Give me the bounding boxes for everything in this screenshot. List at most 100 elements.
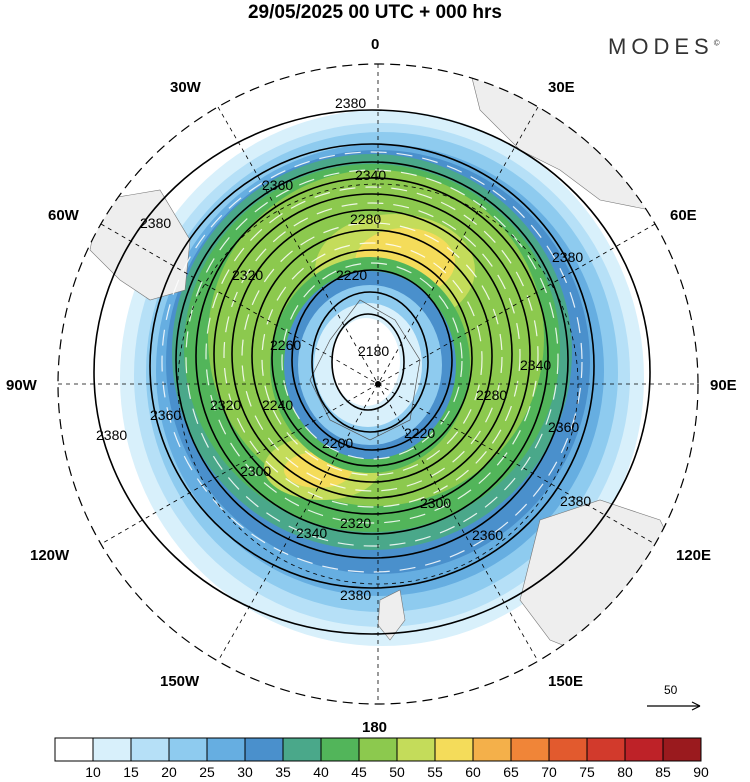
contour-label-group: 2380 2340 2280 2180 2200 2220 2300 2300 …: [96, 95, 591, 603]
meridian-30w-150e: [217, 106, 539, 662]
meridian-60w-120e: [100, 223, 656, 545]
contour-label-2280-b: 2280: [476, 387, 507, 403]
contour-label-2380-e: 2380: [560, 493, 591, 509]
brand-mark: ©: [713, 38, 720, 48]
lon-label-30w: 30W: [170, 79, 202, 96]
colorbar-swatch: [434, 737, 474, 762]
lon-label-30e: 30E: [548, 79, 575, 96]
contour-label-2320: 2320: [340, 515, 371, 531]
colorbar-swatch: [548, 737, 588, 762]
contour-label-2180: 2180: [358, 343, 389, 359]
contour-2360: [149, 143, 595, 589]
colorbar-tick-label: 30: [237, 764, 253, 780]
contour-label-2360-c: 2360: [262, 177, 293, 193]
colorbar-tick-label: 85: [655, 764, 671, 780]
contour-2280: [231, 209, 513, 499]
lon-label-180: 180: [362, 719, 387, 736]
colorbar-tick-label: 80: [617, 764, 633, 780]
contour-label-2300: 2300: [240, 463, 271, 479]
contour-label-2240: 2240: [262, 397, 293, 413]
brand-name: MODES: [608, 34, 714, 59]
colorbar-tick-label: 25: [199, 764, 215, 780]
reference-vector: [647, 701, 701, 711]
wind-vector-ring: [185, 169, 559, 547]
colorbar-tick-label: 70: [541, 764, 557, 780]
colorbar-swatch: [358, 737, 398, 762]
lon-label-150e: 150E: [548, 673, 583, 690]
lon-label-0: 0: [371, 36, 379, 53]
contour-label-2320-c: 2320: [232, 267, 263, 283]
map-title: 29/05/2025 00 UTC + 000 hrs: [247, 2, 503, 23]
meridian-30e-150w: [217, 106, 539, 662]
south-pole-marker: [375, 381, 381, 387]
meridian-60e-120w: [100, 223, 656, 545]
contour-label-2360: 2360: [472, 527, 503, 543]
wind-vector-ring: [161, 151, 583, 573]
contour-2300: [213, 193, 531, 515]
contour-label-2340: 2340: [355, 167, 386, 183]
contour-label-2280: 2280: [350, 211, 381, 227]
lon-label-150w: 150W: [160, 673, 200, 690]
antarctica-coastline: [309, 299, 421, 441]
colorbar-swatch: [396, 737, 436, 762]
lon-label-60w: 60W: [48, 207, 80, 224]
contour-label-2200: 2200: [322, 435, 353, 451]
map-border: [57, 63, 699, 705]
colorbar-tick-label: 75: [579, 764, 595, 780]
colorbar-tick-label: 10: [85, 764, 101, 780]
colorbar-swatch: [586, 737, 626, 762]
colorbar-swatch: [206, 737, 246, 762]
contour-label-2220-b: 2220: [336, 267, 367, 283]
contour-label-2360-b: 2360: [150, 407, 181, 423]
colorbar-swatch: [624, 737, 664, 762]
contour-label-2380-d: 2380: [552, 249, 583, 265]
wind-vector-ring: [261, 242, 483, 476]
colorbar-swatch: [168, 737, 208, 762]
arrow-head-icon: [691, 701, 701, 711]
colorbar-swatch: [510, 737, 550, 762]
brand-logo: MODES©: [608, 34, 720, 60]
colorbar-tick-label: 15: [123, 764, 139, 780]
new-zealand-landmass: [377, 589, 406, 641]
contour-2220: [291, 269, 453, 451]
wind-core-10: [332, 318, 400, 406]
contour-label-2380-b: 2380: [340, 587, 371, 603]
colorbar-tick-label: 20: [161, 764, 177, 780]
colorbar-tick-label: 60: [465, 764, 481, 780]
contour-label-2360-d: 2360: [548, 419, 579, 435]
wind-vector-ring: [241, 222, 503, 492]
colorbar-tick-label: 45: [351, 764, 367, 780]
contour-2180: [331, 313, 405, 411]
contour-2200: [311, 291, 429, 433]
contour-label-2340-c: 2340: [520, 357, 551, 373]
colorbar-swatch: [54, 737, 94, 762]
south-america-landmass: [89, 189, 191, 301]
contour-label-2260: 2260: [270, 337, 301, 353]
colorbar: [54, 737, 702, 762]
contour-2380: [93, 109, 651, 635]
contour-2240: [271, 249, 473, 467]
colorbar-swatch: [320, 737, 360, 762]
lon-label-120e: 120E: [676, 547, 711, 564]
contour-label-2300-b: 2300: [420, 495, 451, 511]
contour-2260: [251, 229, 493, 483]
wind-vector-ring: [205, 186, 539, 524]
lon-label-60e: 60E: [670, 207, 697, 224]
contour-label-2380: 2380: [335, 95, 366, 111]
colorbar-swatch: [130, 737, 170, 762]
lon-label-120w: 120W: [30, 547, 70, 564]
latitude-circle: [177, 183, 579, 585]
colorbar-swatch: [282, 737, 322, 762]
wind-vector-ring: [281, 262, 463, 460]
colorbar-tick-label: 55: [427, 764, 443, 780]
colorbar-tick-label: 90: [693, 764, 709, 780]
colorbar-swatch: [662, 737, 702, 762]
longitude-label-group: 0 180 90E 90W 30W 30E 60W 60E 120W 120E …: [6, 36, 737, 736]
australia-landmass: [519, 499, 691, 661]
reference-vector-label: 50: [664, 683, 678, 697]
colorbar-tick-label: 35: [275, 764, 291, 780]
map-disk: [58, 64, 698, 704]
contour-label-2380-c: 2380: [140, 215, 171, 231]
contour-2340: [175, 161, 569, 559]
